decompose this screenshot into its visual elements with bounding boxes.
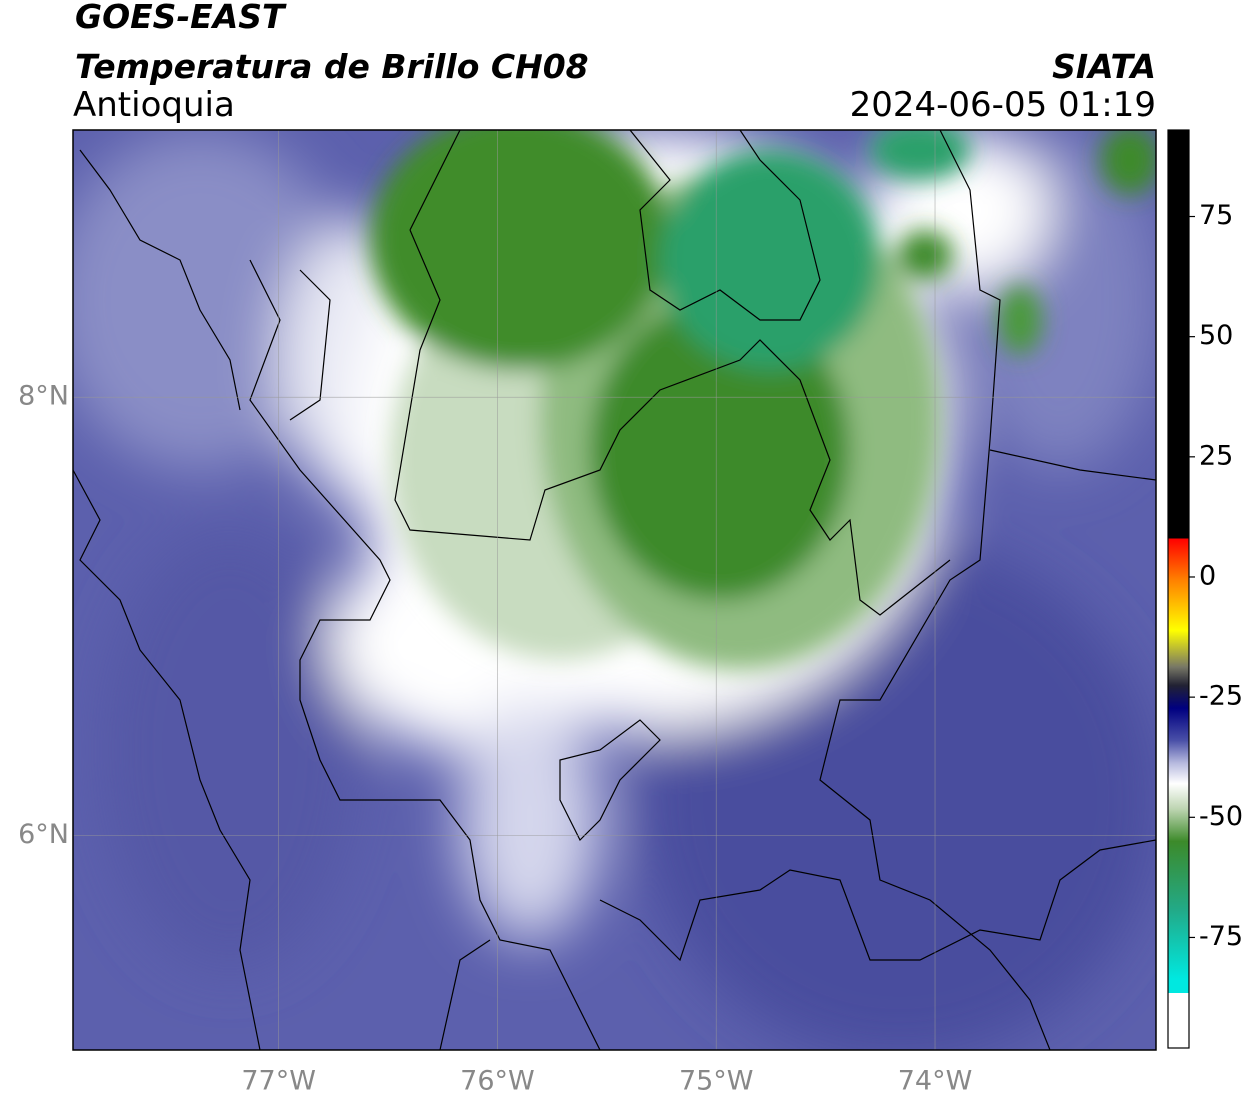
colorbar-tick-label: 0: [1199, 560, 1216, 591]
colorbar-tick-label: -75: [1199, 921, 1243, 952]
x-tick-label: 77°W: [241, 1066, 316, 1097]
x-tick-label: 75°W: [679, 1066, 754, 1097]
y-tick-label: 6°N: [18, 819, 69, 850]
x-tick-label: 76°W: [460, 1066, 535, 1097]
source: SIATA: [1052, 47, 1156, 86]
colorbar: [1167, 129, 1190, 1049]
borders: [73, 130, 1156, 1050]
colorbar-tick-label: -50: [1199, 801, 1243, 832]
map-frame: [72, 129, 1157, 1051]
colorbar-tick-label: 50: [1199, 320, 1233, 351]
colorbar-tick-label: 75: [1199, 200, 1233, 231]
title: GOES-EAST: [75, 0, 287, 36]
timestamp: 2024-06-05 01:19: [850, 85, 1156, 125]
colorbar-tick-label: 25: [1199, 440, 1233, 471]
subtitle: Temperatura de Brillo CH08: [75, 47, 589, 86]
y-tick-label: 8°N: [18, 381, 69, 412]
satellite-image: [73, 130, 1156, 1050]
colorbar-tick-label: -25: [1199, 681, 1243, 712]
region: Antioquia: [73, 85, 235, 125]
grid: [73, 130, 1156, 1050]
x-tick-label: 74°W: [898, 1066, 973, 1097]
